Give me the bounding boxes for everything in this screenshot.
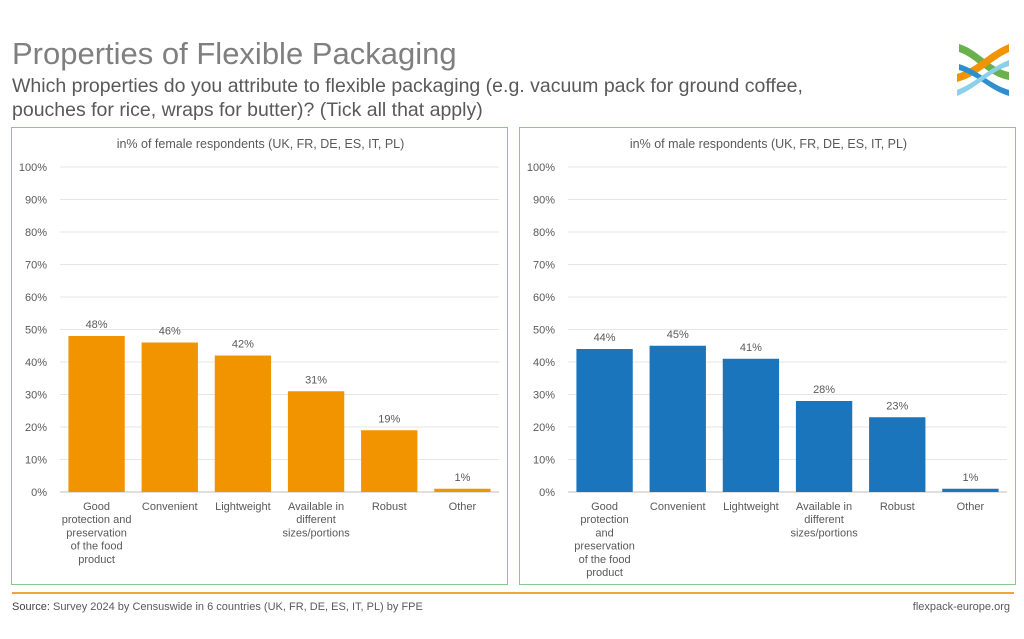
bar <box>649 345 706 492</box>
x-category-label-line: product <box>78 554 115 566</box>
x-category-label: Robust <box>372 501 407 513</box>
chart-title: in% of female respondents (UK, FR, DE, E… <box>117 137 405 151</box>
y-tick-label: 30% <box>25 390 47 402</box>
y-tick-label: 70% <box>533 260 555 272</box>
bar <box>214 355 272 492</box>
source-label: Source: <box>12 601 50 613</box>
x-category-label: Lightweight <box>215 501 271 513</box>
bar-data-label: 45% <box>667 329 689 341</box>
bar <box>68 336 125 492</box>
y-tick-label: 90% <box>533 195 555 207</box>
x-category-label-line: product <box>586 567 623 579</box>
x-category-label-line: Robust <box>372 501 407 513</box>
chart-title: in% of male respondents (UK, FR, DE, ES,… <box>630 137 907 151</box>
y-tick-label: 80% <box>25 227 47 239</box>
x-category-label: Good protection and preservation of the foo… <box>62 501 132 566</box>
x-category-label: Convenient <box>142 501 198 513</box>
bar-data-label: 19% <box>378 413 400 425</box>
x-category-label-line: and <box>595 527 613 539</box>
y-tick-label: 50% <box>25 325 47 337</box>
x-category-label-line: Robust <box>880 501 915 513</box>
bar <box>722 358 780 492</box>
bar <box>361 430 418 492</box>
x-category-label-line: Good <box>591 501 618 513</box>
bar-data-label: 42% <box>232 339 254 351</box>
bar-data-label: 28% <box>813 384 835 396</box>
bar <box>576 349 633 492</box>
female-chart-panel: in% of female respondents (UK, FR, DE, E… <box>11 127 508 585</box>
y-tick-label: 30% <box>533 390 555 402</box>
bar-data-label: 1% <box>454 472 470 484</box>
x-category-label-line: Available in <box>288 501 344 513</box>
x-category-label: Available in different sizes/portions <box>790 501 858 539</box>
y-tick-label: 100% <box>19 162 47 174</box>
bar <box>795 401 853 492</box>
y-tick-label: 80% <box>533 227 555 239</box>
y-tick-label: 10% <box>533 455 555 467</box>
x-category-label-line: Convenient <box>142 501 198 513</box>
x-category-label: Available in different sizes/portions <box>282 501 350 539</box>
bar-data-label: 31% <box>305 374 327 386</box>
y-tick-label: 60% <box>25 292 47 304</box>
y-tick-label: 20% <box>533 422 555 434</box>
x-category-label-line: Other <box>957 501 985 513</box>
bar-data-label: 48% <box>86 319 108 331</box>
fpe-logo-icon <box>957 44 1009 96</box>
x-category-label-line: of the food <box>71 541 123 553</box>
y-tick-label: 20% <box>25 422 47 434</box>
x-category-label-line: Available in <box>796 501 852 513</box>
x-category-label-line: Convenient <box>650 501 706 513</box>
x-category-label-line: different <box>296 514 336 526</box>
bar-data-label: 1% <box>962 472 978 484</box>
bar <box>287 391 345 492</box>
bar-data-label: 44% <box>594 332 616 344</box>
y-tick-label: 70% <box>25 260 47 272</box>
x-category-label-line: Lightweight <box>723 501 779 513</box>
y-tick-label: 60% <box>533 292 555 304</box>
male-chart-panel: in% of male respondents (UK, FR, DE, ES,… <box>519 127 1016 585</box>
y-tick-label: 100% <box>527 162 555 174</box>
x-category-label-line: Good <box>83 501 110 513</box>
x-category-label-line: of the food <box>579 554 631 566</box>
bar-data-label: 41% <box>740 342 762 354</box>
male-bar-chart: in% of male respondents (UK, FR, DE, ES,… <box>527 137 1007 579</box>
bar <box>869 417 926 492</box>
x-category-label-line: protection <box>580 514 628 526</box>
x-category-label-line: preservation <box>574 541 635 553</box>
source-text: Survey 2024 by Censuswide in 6 countries… <box>49 601 423 613</box>
y-tick-label: 0% <box>31 487 47 499</box>
x-category-label-line: Other <box>449 501 477 513</box>
y-tick-label: 0% <box>539 487 555 499</box>
bar-data-label: 46% <box>159 326 181 338</box>
site-url: flexpack-europe.org <box>912 601 1010 613</box>
page-subtitle: Which properties do you attribute to fle… <box>12 75 803 121</box>
y-tick-label: 10% <box>25 455 47 467</box>
source-note: Source: Survey 2024 by Censuswide in 6 c… <box>12 601 423 613</box>
y-tick-label: 40% <box>25 357 47 369</box>
page-title: Properties of Flexible Packaging <box>12 36 457 71</box>
bar <box>141 342 198 492</box>
x-category-label-line: sizes/portions <box>790 527 858 539</box>
x-category-label: Other <box>449 501 477 513</box>
y-tick-label: 90% <box>25 195 47 207</box>
x-category-label: Good protection and preservation of the food… <box>574 501 635 579</box>
female-bar-chart: in% of female respondents (UK, FR, DE, E… <box>19 137 499 566</box>
x-category-label-line: Lightweight <box>215 501 271 513</box>
footer-divider <box>12 592 1014 594</box>
x-category-label-line: preservation <box>66 527 127 539</box>
y-tick-label: 40% <box>533 357 555 369</box>
x-category-label: Lightweight <box>723 501 779 513</box>
x-category-label: Robust <box>880 501 915 513</box>
x-category-label-line: protection and <box>62 514 132 526</box>
x-category-label: Convenient <box>650 501 706 513</box>
x-category-label-line: different <box>804 514 844 526</box>
bar <box>942 488 999 492</box>
bar <box>434 488 491 492</box>
x-category-label: Other <box>957 501 985 513</box>
y-tick-label: 50% <box>533 325 555 337</box>
bar-data-label: 23% <box>886 400 908 412</box>
x-category-label-line: sizes/portions <box>282 527 350 539</box>
